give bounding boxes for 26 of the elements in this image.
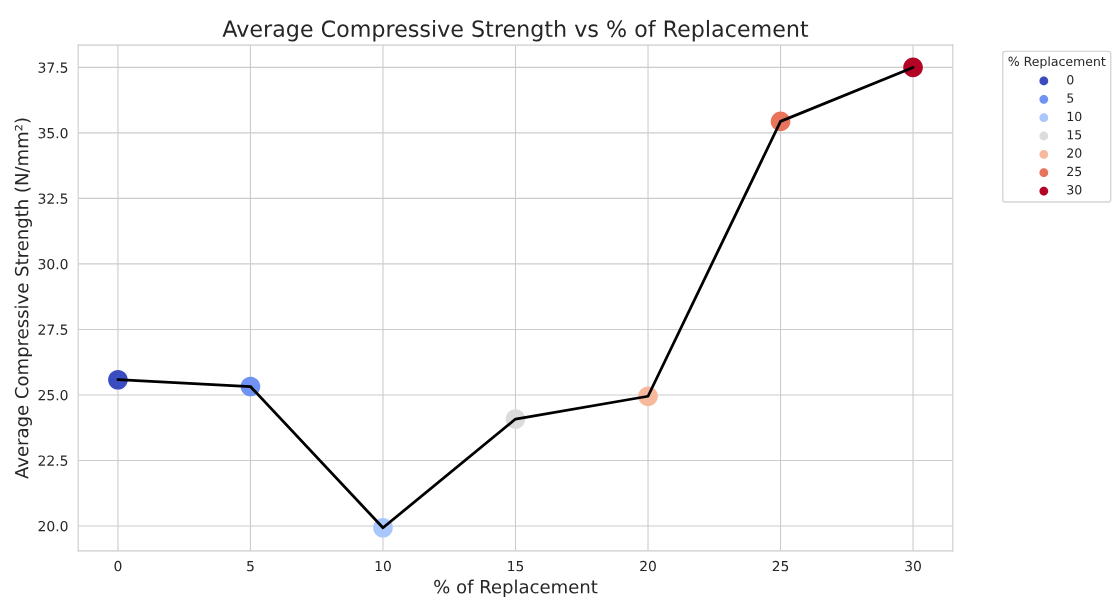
x-tick-label: 30 xyxy=(905,560,921,572)
x-axis-title: % of Replacement xyxy=(434,579,598,598)
y-tick-label: 35.0 xyxy=(38,127,68,139)
legend-label: 20 xyxy=(1067,148,1082,158)
legend-label: 15 xyxy=(1067,130,1082,140)
y-tick-label: 27.5 xyxy=(38,324,68,335)
legend-label: 30 xyxy=(1067,185,1082,195)
legend-label: 0 xyxy=(1067,74,1074,85)
legend-label: 5 xyxy=(1067,93,1074,103)
x-tick-label: 25 xyxy=(772,560,789,572)
y-tick-label: 20.0 xyxy=(38,520,68,532)
y-tick-label: 25.0 xyxy=(38,389,68,401)
x-tick-label: 10 xyxy=(375,560,391,572)
x-tick-label: 5 xyxy=(247,560,254,572)
x-tick-label: 15 xyxy=(508,560,524,572)
x-tick-label: 20 xyxy=(640,560,656,572)
legend-label: 25 xyxy=(1067,166,1082,177)
chart-title: Average Compressive Strength vs % of Replacement xyxy=(222,19,809,42)
y-tick-label: 30.0 xyxy=(38,258,68,270)
y-tick-label: 32.5 xyxy=(38,193,68,204)
legend-label: 10 xyxy=(1067,111,1082,122)
y-axis-title: Average Compressive Strength (N/mm²) xyxy=(14,118,32,479)
legend-title: % Replacement xyxy=(1008,56,1106,69)
y-tick-label: 22.5 xyxy=(38,455,68,466)
y-tick-label: 37.5 xyxy=(38,62,68,73)
x-tick-label: 0 xyxy=(114,560,122,572)
